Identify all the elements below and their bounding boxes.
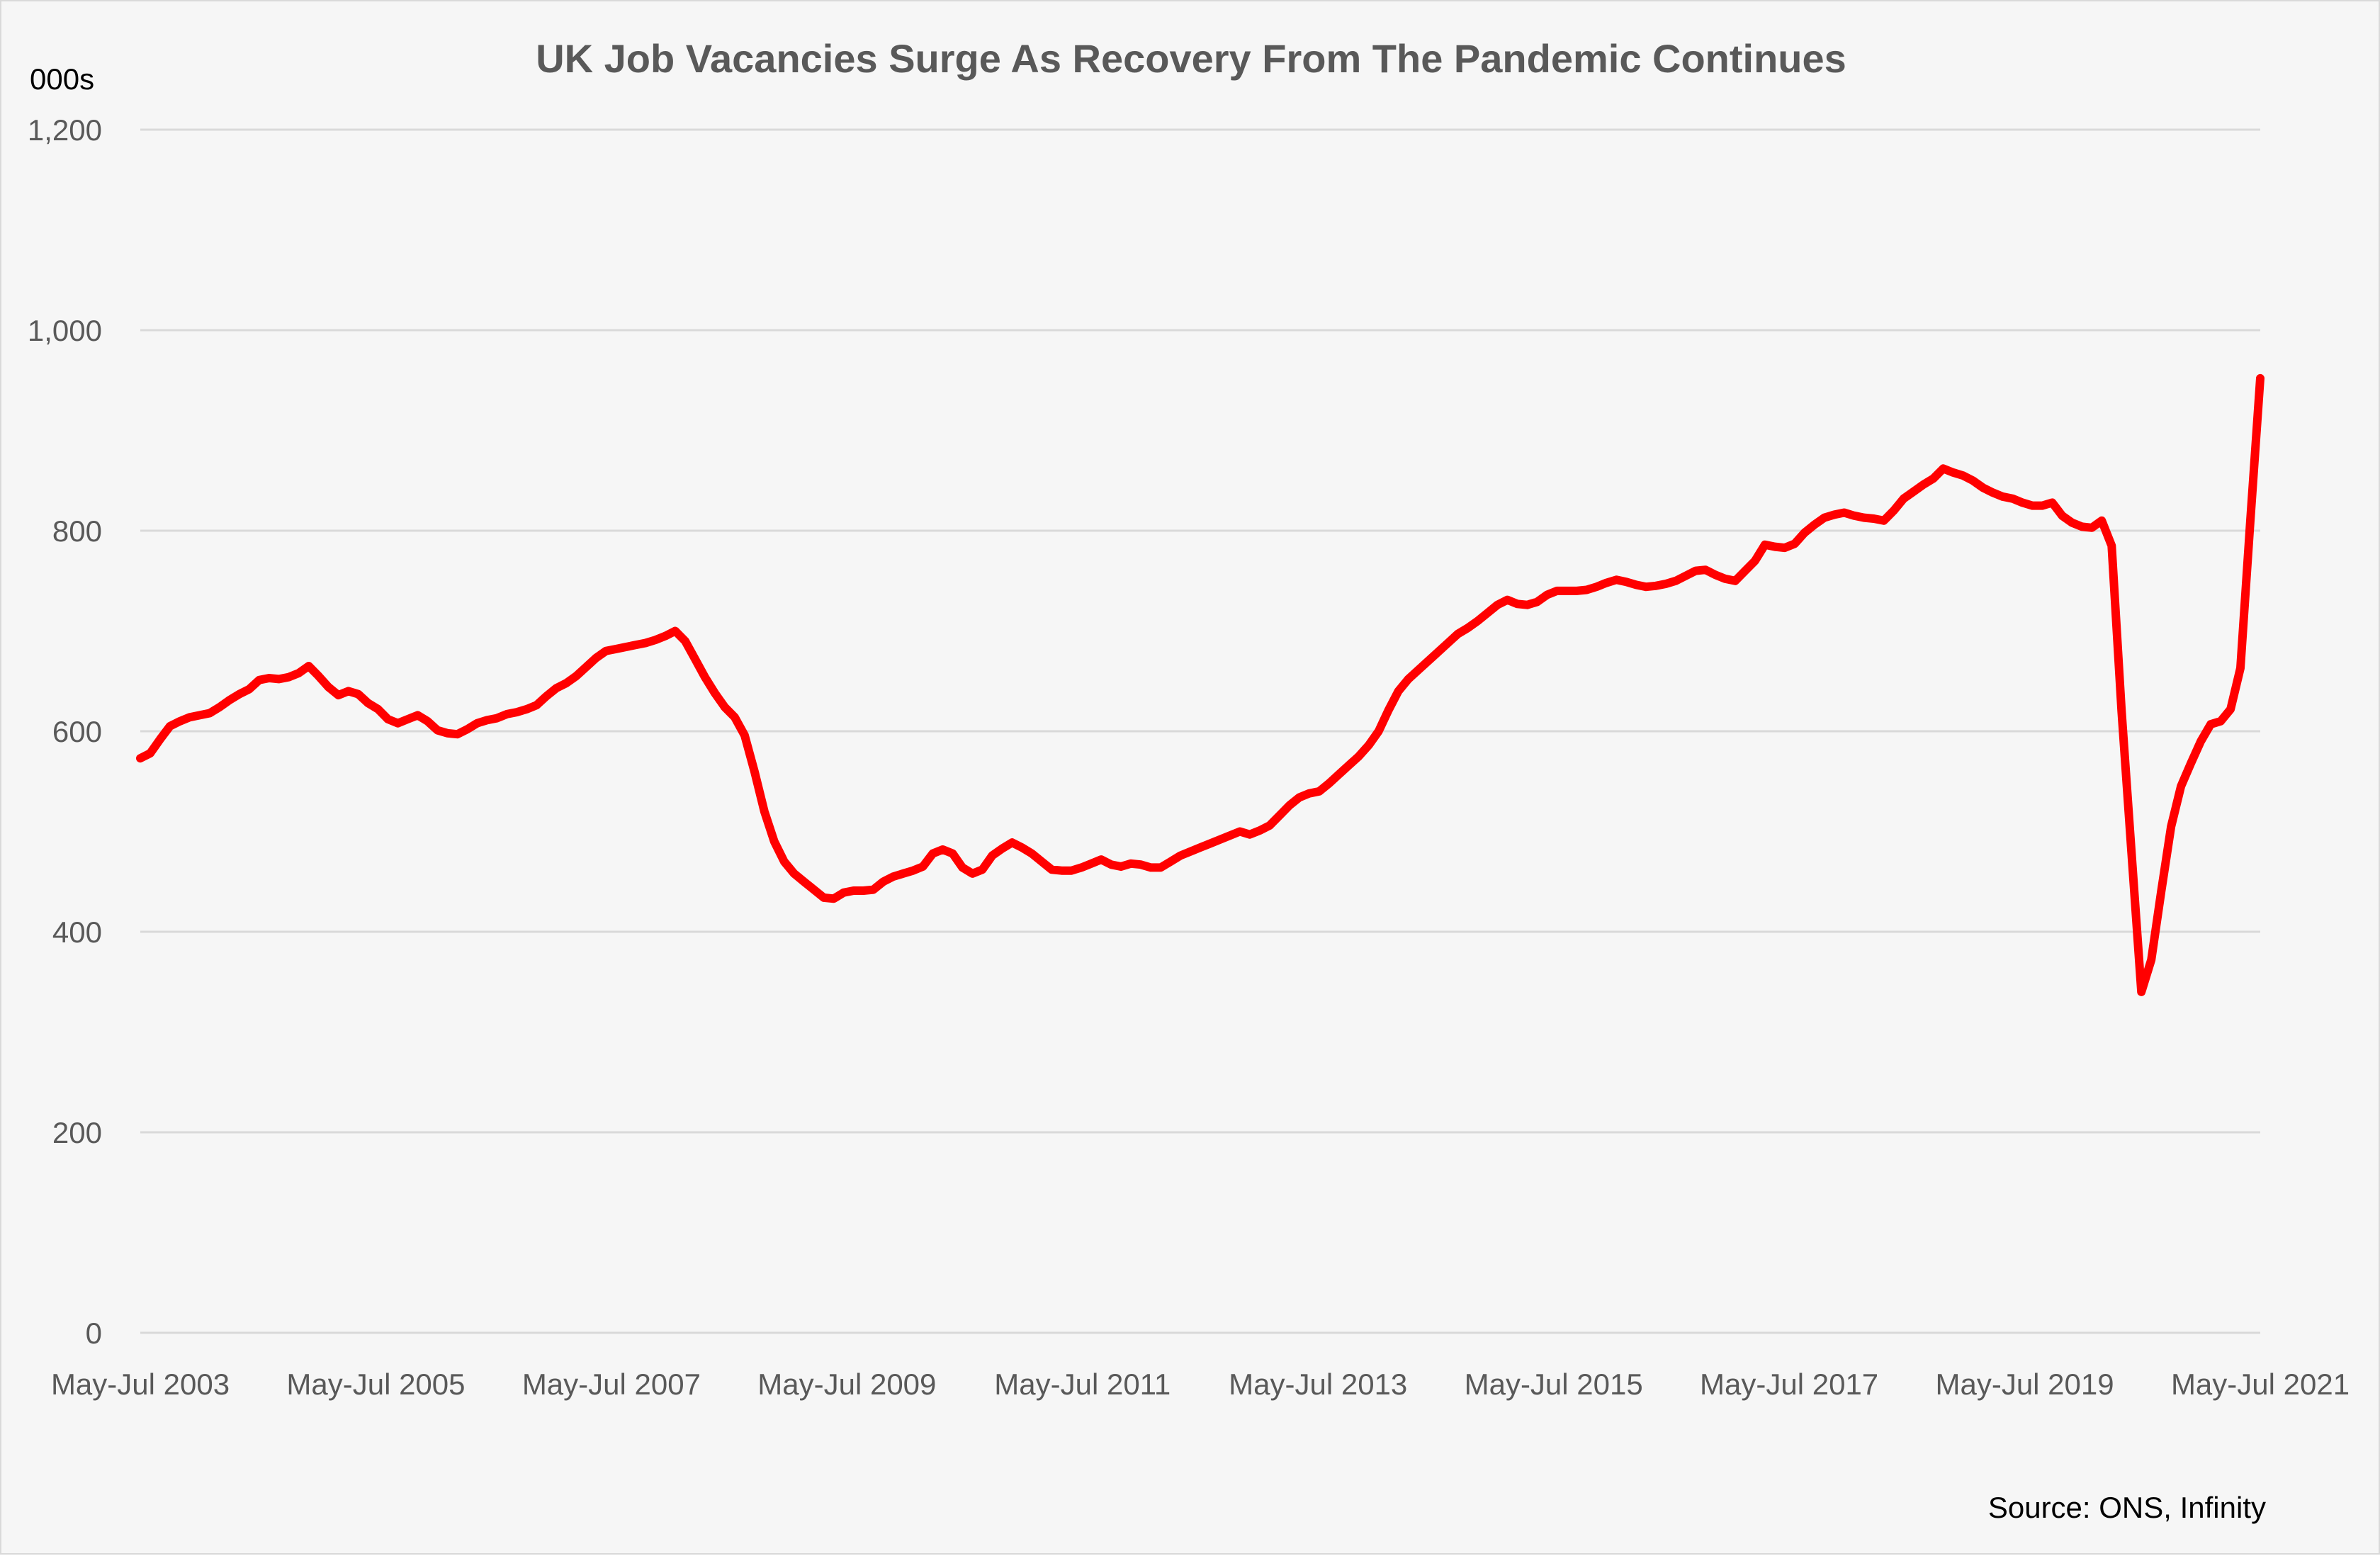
y-tick-label: 0 (86, 1317, 102, 1350)
x-tick-label: May-Jul 2013 (1229, 1368, 1407, 1401)
x-tick-label: May-Jul 2017 (1700, 1368, 1878, 1401)
gridlines (140, 128, 2260, 1334)
y-tick-label: 600 (52, 715, 102, 748)
x-tick-label: May-Jul 2003 (51, 1368, 230, 1401)
y-tick-label: 200 (52, 1116, 102, 1149)
x-tick-label: May-Jul 2019 (1935, 1368, 2114, 1401)
y-tick-label: 1,000 (28, 314, 102, 347)
x-tick-label: May-Jul 2011 (994, 1368, 1171, 1401)
x-tick-label: May-Jul 2015 (1465, 1368, 1643, 1401)
x-tick-label: May-Jul 2021 (2171, 1368, 2350, 1401)
y-tick-label: 1,200 (28, 113, 102, 147)
x-tick-label: May-Jul 2005 (286, 1368, 465, 1401)
series-layer (136, 373, 2265, 996)
chart-title: UK Job Vacancies Surge As Recovery From … (536, 36, 1846, 81)
y-axis-tick-labels: 0 200 400 600 800 1,000 1,200 (28, 113, 102, 1350)
y-axis-unit-label: 000s (30, 62, 94, 96)
y-tick-label: 400 (52, 915, 102, 949)
x-tick-label: May-Jul 2009 (757, 1368, 936, 1401)
x-axis-tick-labels: May-Jul 2003 May-Jul 2005 May-Jul 2007 May-… (51, 1368, 2350, 1401)
y-tick-label: 800 (52, 514, 102, 548)
x-tick-label: May-Jul 2007 (522, 1368, 701, 1401)
source-note: Source: ONS, Infinity (1988, 1491, 2266, 1524)
series-line-vacancies (136, 373, 2265, 996)
